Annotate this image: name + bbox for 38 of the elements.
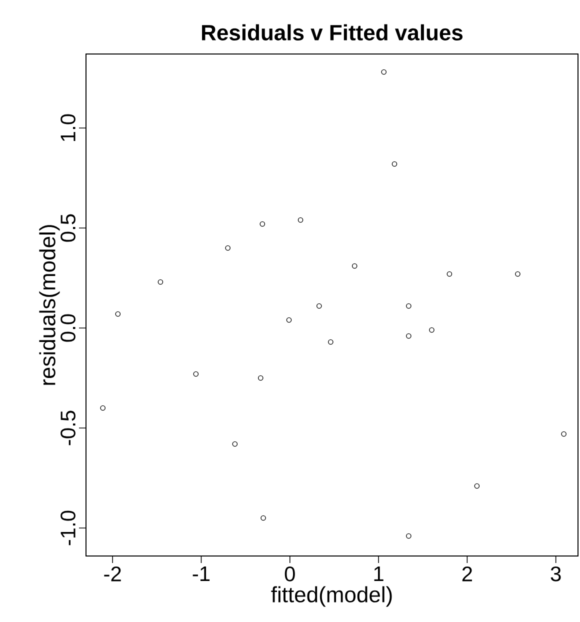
y-tick-label: -0.5 — [60, 410, 76, 446]
y-tick-label: 0.0 — [60, 314, 76, 342]
point — [381, 69, 387, 75]
point — [392, 161, 398, 167]
point — [352, 263, 358, 269]
y-tick-label: -1.0 — [60, 510, 76, 546]
point — [100, 405, 106, 411]
point — [474, 483, 480, 489]
point — [406, 333, 412, 339]
x-axis-title: fitted(model) — [271, 586, 392, 607]
point — [225, 245, 230, 251]
point — [429, 327, 434, 333]
point — [298, 217, 304, 223]
x-tick-label: 0 — [284, 566, 295, 582]
point — [258, 375, 264, 381]
y-tick-label: 0.5 — [60, 214, 76, 242]
point — [328, 339, 334, 345]
y-tick-label: 1.0 — [60, 114, 76, 141]
point — [158, 279, 164, 285]
x-tick-label: 1 — [374, 566, 384, 581]
point — [260, 515, 266, 521]
x-tick-label: -1 — [192, 566, 210, 581]
x-tick-label: 2 — [462, 566, 472, 582]
point — [446, 271, 452, 277]
point — [406, 533, 412, 539]
point — [406, 303, 412, 309]
x-tick-label: -2 — [104, 566, 121, 582]
point — [515, 271, 520, 277]
y-axis-title: residuals(model) — [39, 225, 60, 385]
point — [115, 311, 121, 317]
chart-title: Residuals v Fitted values — [202, 24, 463, 40]
point — [260, 221, 266, 227]
x-tick-label: 3 — [550, 566, 561, 582]
point — [316, 303, 322, 309]
point — [232, 441, 238, 447]
point — [561, 431, 566, 437]
point — [286, 317, 292, 323]
point — [193, 371, 199, 377]
